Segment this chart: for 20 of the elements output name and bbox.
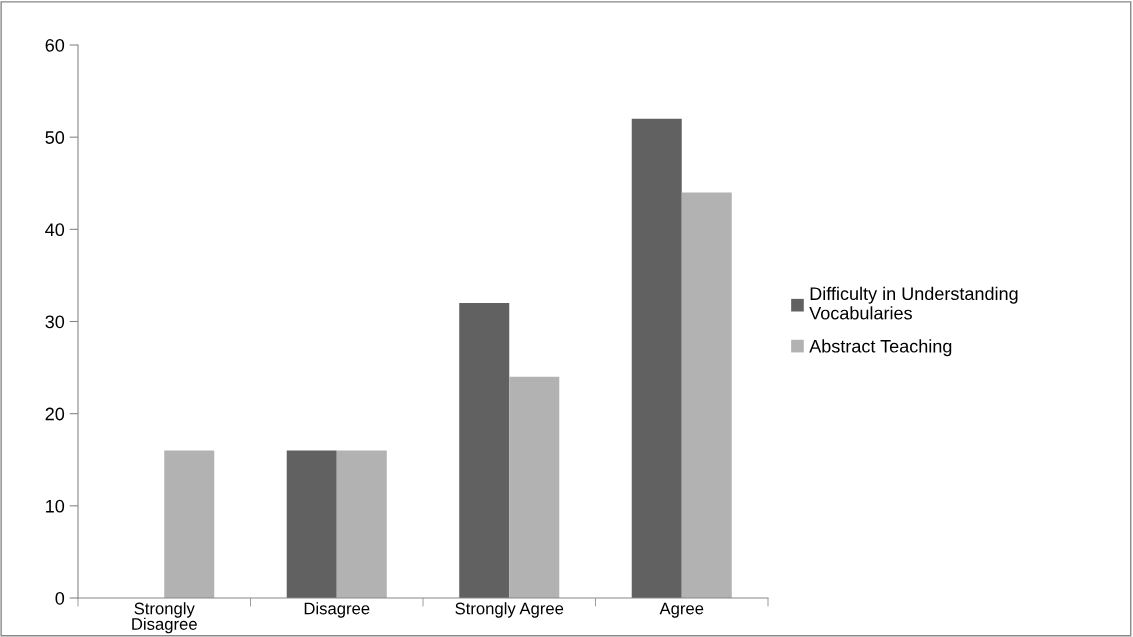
bar: [631, 118, 682, 598]
bar: [509, 376, 560, 598]
x-tick-label: Strongly Agree: [455, 602, 564, 618]
bar: [336, 450, 387, 598]
y-tick-label: 50: [45, 131, 65, 144]
legend-label: Abstract Teaching: [809, 339, 952, 357]
x-tick-label: Disagree: [304, 602, 370, 618]
bar: [459, 303, 510, 598]
bar: [681, 192, 732, 598]
legend-label: Difficulty in Understanding Vocabularies: [809, 286, 1018, 320]
y-tick-label: 20: [45, 407, 65, 421]
bar: [164, 450, 215, 598]
y-tick-label: 30: [45, 315, 65, 329]
bar: [286, 450, 337, 598]
y-tick-label: 40: [45, 223, 65, 237]
x-tick-label: Agree: [659, 602, 704, 618]
y-tick-label: 10: [46, 499, 65, 513]
x-tick-label: Strongly Disagree: [132, 602, 197, 634]
y-tick-label: 60: [45, 38, 65, 52]
y-tick-label: 0: [55, 591, 65, 605]
